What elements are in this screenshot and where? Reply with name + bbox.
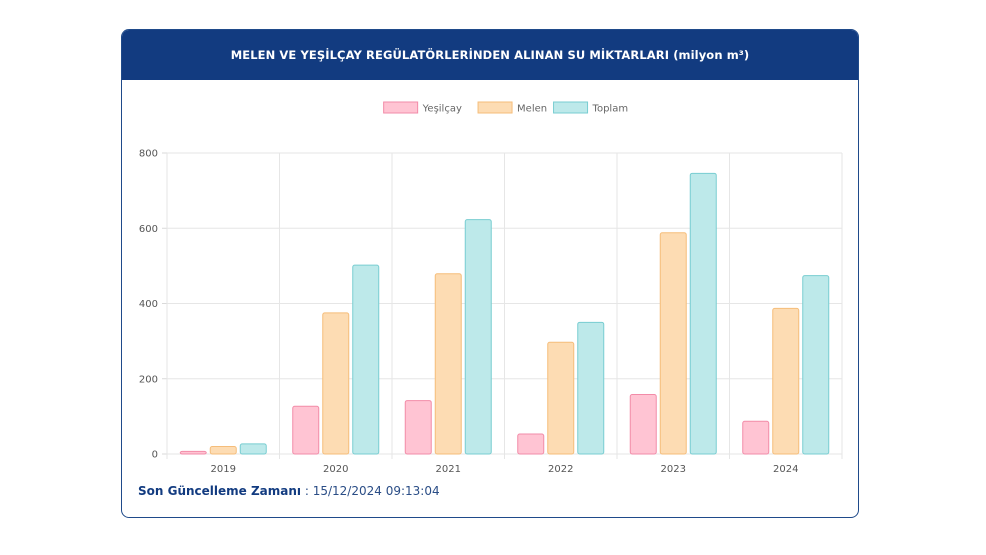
last-update-separator: : (301, 484, 313, 498)
bar-melen-2022 (547, 341, 575, 455)
bar-ye-il-ay-2024 (742, 420, 770, 455)
last-update-label: Son Güncelleme Zamanı (138, 484, 302, 498)
bar-toplam-2019 (239, 443, 267, 455)
last-update: Son Güncelleme Zamanı : 15/12/2024 09:13… (138, 484, 440, 498)
legend-label: Toplam (592, 104, 629, 115)
y-tick-label: 200 (139, 374, 158, 385)
legend-swatch (477, 101, 513, 114)
bar-melen-2021 (434, 273, 462, 455)
last-update-value: 15/12/2024 09:13:04 (312, 484, 440, 498)
y-tick-label: 0 (152, 450, 158, 461)
bar-ye-il-ay-2023 (629, 394, 657, 455)
bar-ye-il-ay-2022 (517, 433, 545, 455)
bar-melen-2020 (322, 312, 350, 455)
bar-ye-il-ay-2019 (179, 450, 207, 455)
bar-ye-il-ay-2021 (404, 400, 432, 455)
bar-melen-2024 (772, 307, 800, 455)
bar-toplam-2021 (464, 219, 492, 455)
bar-toplam-2022 (577, 321, 605, 455)
legend-label: Melen (517, 104, 547, 115)
y-tick-label: 400 (139, 299, 158, 310)
bar-melen-2023 (659, 232, 687, 455)
x-tick-label: 2019 (211, 464, 236, 475)
y-tick-label: 800 (139, 149, 158, 160)
legend-label: Yeşilçay (422, 104, 462, 115)
x-tick-label: 2024 (773, 464, 798, 475)
x-tick-label: 2023 (661, 464, 686, 475)
y-tick-label: 600 (139, 224, 158, 235)
chart-title: MELEN VE YEŞİLÇAY REGÜLATÖRLERİNDEN ALIN… (230, 48, 750, 62)
chart-card: MELEN VE YEŞİLÇAY REGÜLATÖRLERİNDEN ALIN… (121, 29, 859, 518)
bar-chart: 0 200 400 600 800 2019 2020 2021 2022 2023 2024 Yeş… (139, 101, 843, 475)
bar-melen-2019 (209, 445, 237, 455)
legend-swatch (383, 101, 419, 114)
chart-title-bar: MELEN VE YEŞİLÇAY REGÜLATÖRLERİNDEN ALIN… (122, 30, 858, 80)
x-tick-label: 2022 (548, 464, 573, 475)
bar-toplam-2020 (352, 264, 380, 455)
bar-toplam-2024 (802, 275, 830, 455)
bar-toplam-2023 (689, 172, 717, 455)
legend-swatch (553, 101, 589, 114)
x-tick-label: 2020 (323, 464, 348, 475)
x-tick-label: 2021 (436, 464, 461, 475)
bar-ye-il-ay-2020 (292, 405, 320, 455)
